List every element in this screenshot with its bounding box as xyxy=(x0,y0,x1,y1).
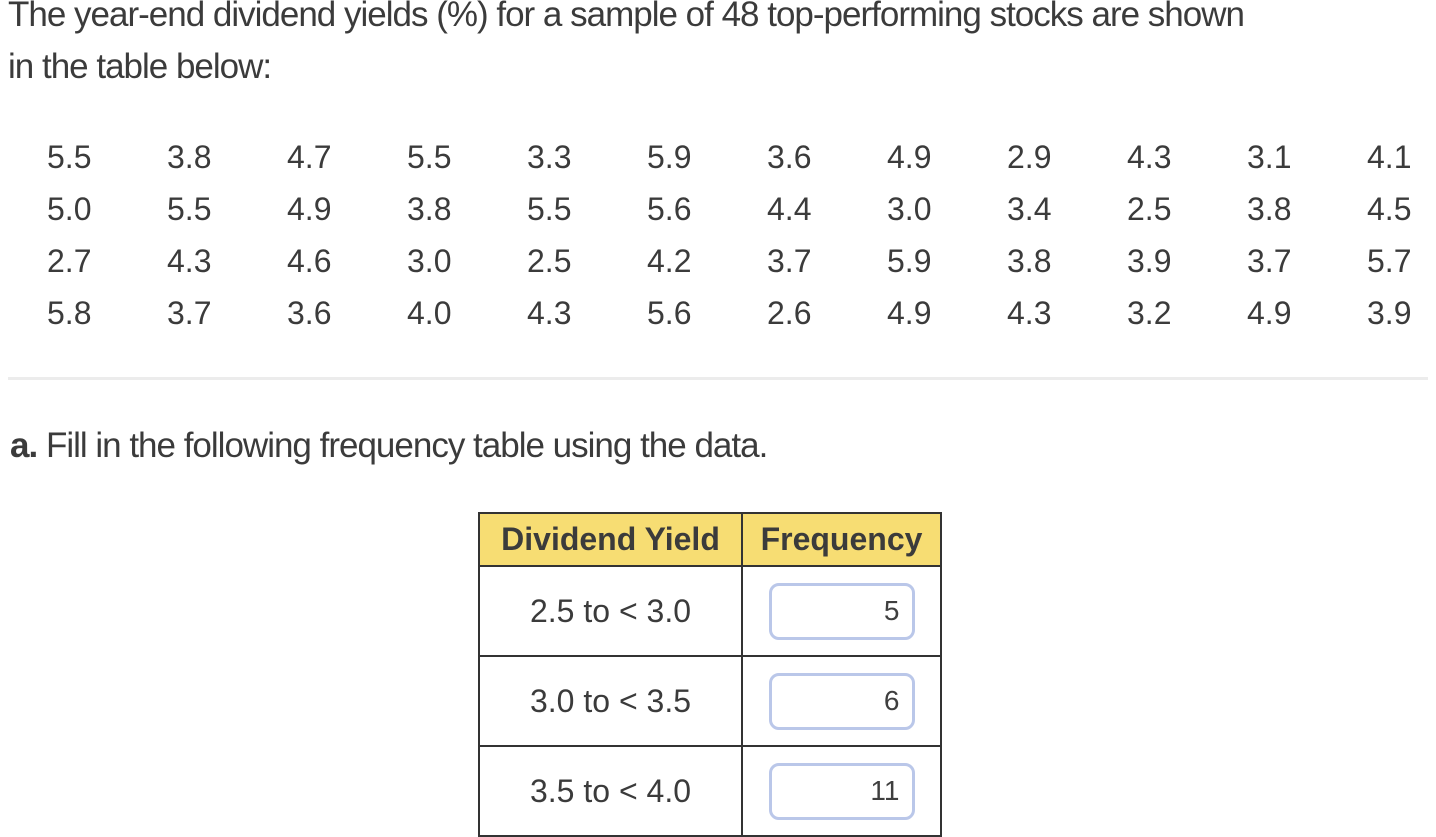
question-a: a. Fill in the following frequency table… xyxy=(10,420,1410,472)
dividend-value: 3.1 xyxy=(1247,139,1292,175)
dividend-value: 5.9 xyxy=(647,139,692,175)
col-header-frequency: Frequency xyxy=(741,512,942,567)
frequency-input-2[interactable] xyxy=(768,672,915,730)
dividend-value: 3.4 xyxy=(1007,191,1052,227)
dividend-value: 4.3 xyxy=(167,243,212,279)
dividend-value: 4.3 xyxy=(527,295,572,331)
table-row: 2.5 to < 3.0 xyxy=(478,565,942,657)
dividend-data-grid: 5.5 3.8 4.7 5.5 3.3 5.9 3.6 4.9 2.9 4.3 3.1 4.1 5.0 5… xyxy=(47,131,1436,339)
dividend-value: 5.5 xyxy=(407,139,452,175)
dividend-value: 3.7 xyxy=(167,295,212,331)
dividend-value: 5.6 xyxy=(647,295,692,331)
dividend-value: 4.6 xyxy=(287,243,332,279)
dividend-value: 3.9 xyxy=(1367,295,1412,331)
dividend-value: 3.2 xyxy=(1127,295,1172,331)
frequency-input-1[interactable] xyxy=(768,582,915,640)
frequency-cell xyxy=(741,655,942,747)
dividend-value: 2.9 xyxy=(1007,139,1052,175)
dividend-value: 4.9 xyxy=(1247,295,1292,331)
dividend-value: 5.5 xyxy=(167,191,212,227)
dividend-value: 4.1 xyxy=(1367,139,1412,175)
dividend-value: 3.0 xyxy=(407,243,452,279)
dividend-value: 4.9 xyxy=(887,139,932,175)
dividend-value: 4.0 xyxy=(407,295,452,331)
dividend-value: 3.7 xyxy=(767,243,812,279)
section-divider xyxy=(8,377,1428,380)
dividend-value: 3.8 xyxy=(1007,243,1052,279)
dividend-value: 5.5 xyxy=(527,191,572,227)
dividend-value: 3.8 xyxy=(1247,191,1292,227)
frequency-table: Dividend Yield Frequency 2.5 to < 3.0 3.… xyxy=(478,512,942,837)
dividend-value: 4.9 xyxy=(887,295,932,331)
dividend-value: 4.2 xyxy=(647,243,692,279)
problem-statement-line2: in the table below: xyxy=(8,47,272,86)
dividend-value: 3.9 xyxy=(1127,243,1172,279)
dividend-value: 3.6 xyxy=(287,295,332,331)
dividend-value: 4.3 xyxy=(1127,139,1172,175)
dividend-value: 2.7 xyxy=(47,243,92,279)
table-row: 3.0 to < 3.5 xyxy=(478,655,942,747)
dividend-value: 3.8 xyxy=(167,139,212,175)
dividend-value: 4.3 xyxy=(1007,295,1052,331)
dividend-value: 4.5 xyxy=(1367,191,1412,227)
frequency-table-header-row: Dividend Yield Frequency xyxy=(478,512,942,567)
question-a-label: a. xyxy=(10,426,38,465)
question-a-text: Fill in the following frequency table us… xyxy=(45,426,768,465)
class-interval-label: 2.5 to < 3.0 xyxy=(478,565,743,657)
dividend-value: 5.0 xyxy=(47,191,92,227)
dividend-value: 2.5 xyxy=(1127,191,1172,227)
problem-statement-line1: The year-end dividend yields (%) for a s… xyxy=(8,0,1245,34)
dividend-value: 3.6 xyxy=(767,139,812,175)
dividend-value: 5.9 xyxy=(887,243,932,279)
dividend-value: 3.3 xyxy=(527,139,572,175)
problem-statement: The year-end dividend yields (%) for a s… xyxy=(8,0,1436,93)
dividend-value: 5.8 xyxy=(47,295,92,331)
dividend-value: 5.5 xyxy=(47,139,92,175)
dividend-value: 3.7 xyxy=(1247,243,1292,279)
dividend-value: 3.0 xyxy=(887,191,932,227)
dividend-value: 5.7 xyxy=(1367,243,1412,279)
class-interval-label: 3.5 to < 4.0 xyxy=(478,745,743,837)
dividend-value: 4.7 xyxy=(287,139,332,175)
frequency-input-3[interactable] xyxy=(768,762,915,820)
table-row: 3.5 to < 4.0 xyxy=(478,745,942,837)
dividend-value: 4.9 xyxy=(287,191,332,227)
dividend-value: 3.8 xyxy=(407,191,452,227)
dividend-value: 2.5 xyxy=(527,243,572,279)
frequency-cell xyxy=(741,745,942,837)
frequency-cell xyxy=(741,565,942,657)
dividend-value: 2.6 xyxy=(767,295,812,331)
dividend-value: 4.4 xyxy=(767,191,812,227)
dividend-value: 5.6 xyxy=(647,191,692,227)
col-header-dividend-yield: Dividend Yield xyxy=(478,512,743,567)
class-interval-label: 3.0 to < 3.5 xyxy=(478,655,743,747)
